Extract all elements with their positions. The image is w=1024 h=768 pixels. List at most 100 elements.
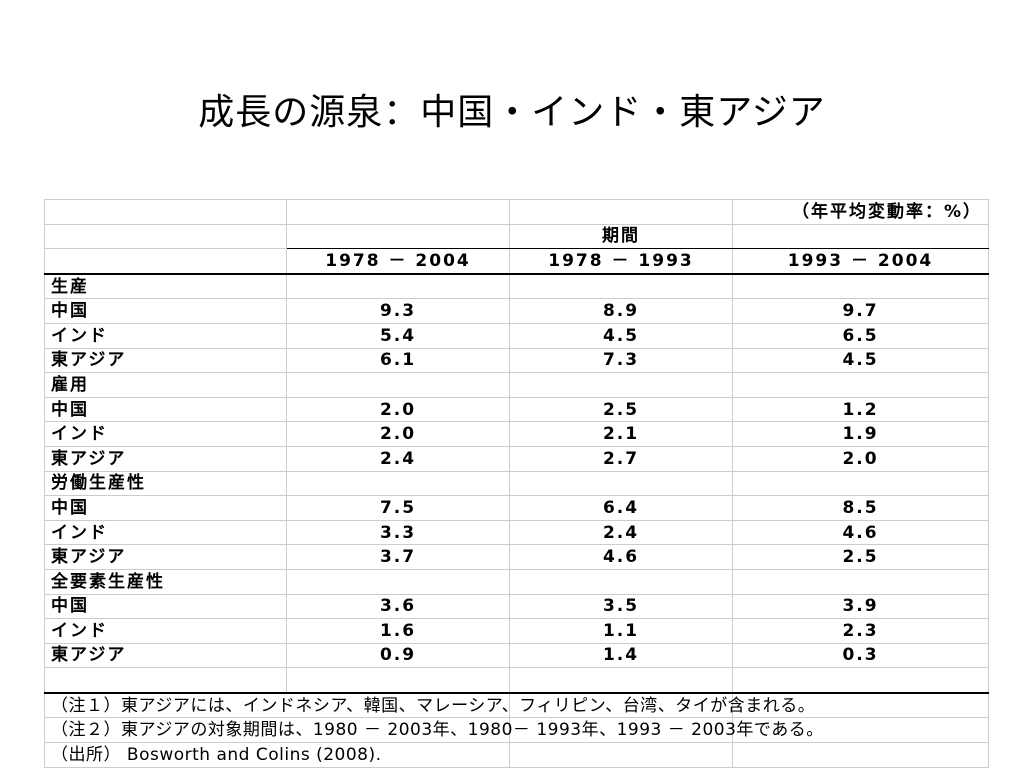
empty-cell	[286, 223, 510, 250]
row-label: インド	[44, 322, 287, 349]
value-cell: 1.2	[732, 396, 989, 423]
unit-label: （年平均変動率：%）	[732, 199, 989, 225]
empty-cell	[732, 742, 989, 768]
empty-cell	[44, 199, 287, 225]
empty-cell	[286, 568, 510, 595]
column-header-row: 1978 － 2004 1978 － 1993 1993 － 2004	[44, 248, 989, 275]
value-cell: 2.4	[286, 445, 510, 472]
table-row: 東アジア 0.9 1.4 0.3	[44, 642, 989, 669]
empty-cell	[509, 273, 733, 300]
value-cell: 3.3	[286, 519, 510, 546]
value-cell: 2.0	[286, 421, 510, 447]
empty-cell	[286, 273, 510, 300]
unit-row: （年平均変動率：%）	[44, 199, 989, 225]
empty-cell	[509, 568, 733, 595]
value-cell: 4.5	[732, 347, 989, 374]
value-cell: 2.4	[509, 519, 733, 546]
empty-cell	[732, 470, 989, 497]
column-header: 1978 － 1993	[509, 248, 733, 275]
period-row: 期間	[44, 223, 989, 250]
section-label: 生産	[44, 273, 287, 300]
row-label: 東アジア	[44, 445, 287, 472]
section-header-row: 雇用	[44, 372, 989, 398]
table-row: 中国 3.6 3.5 3.9	[44, 593, 989, 620]
table-row: インド 2.0 2.1 1.9	[44, 421, 989, 447]
row-label: 東アジア	[44, 544, 287, 570]
value-cell: 4.6	[732, 519, 989, 546]
empty-cell	[509, 692, 733, 719]
note-text: （注１）東アジアには、インドネシア、韓国、マレーシア、フィリピン、台湾、タイが含…	[44, 692, 815, 719]
value-cell: 6.5	[732, 322, 989, 349]
value-cell: 8.9	[509, 298, 733, 324]
value-cell: 7.3	[509, 347, 733, 374]
value-cell: 2.3	[732, 618, 989, 644]
note-text: （出所） Bosworth and Colins (2008).	[44, 742, 510, 768]
note-row: （注１）東アジアには、インドネシア、韓国、マレーシア、フィリピン、台湾、タイが含…	[44, 692, 989, 719]
empty-cell	[732, 273, 989, 300]
value-cell: 2.7	[509, 445, 733, 472]
value-cell: 2.1	[509, 421, 733, 447]
value-cell: 9.3	[286, 298, 510, 324]
period-label: 期間	[509, 223, 733, 250]
column-header: 1993 － 2004	[732, 248, 989, 275]
table-row: 中国 2.0 2.5 1.2	[44, 396, 989, 423]
empty-cell	[286, 667, 510, 694]
empty-cell	[509, 372, 733, 398]
value-cell: 1.9	[732, 421, 989, 447]
value-cell: 6.4	[509, 495, 733, 521]
value-cell: 0.9	[286, 642, 510, 669]
value-cell: 4.6	[509, 544, 733, 570]
value-cell: 2.5	[732, 544, 989, 570]
value-cell: 3.5	[509, 593, 733, 620]
table-row: 東アジア 2.4 2.7 2.0	[44, 445, 989, 472]
empty-cell	[732, 372, 989, 398]
empty-cell	[286, 372, 510, 398]
section-label: 労働生産性	[44, 470, 287, 497]
note-row: （出所） Bosworth and Colins (2008).	[44, 742, 989, 768]
value-cell: 2.0	[286, 396, 510, 423]
empty-cell	[44, 667, 287, 694]
table-row: 東アジア 6.1 7.3 4.5	[44, 347, 989, 374]
value-cell: 2.0	[732, 445, 989, 472]
table-row: 中国 9.3 8.9 9.7	[44, 298, 989, 324]
row-label: 中国	[44, 396, 287, 423]
value-cell: 6.1	[286, 347, 510, 374]
empty-cell	[732, 223, 989, 250]
empty-cell	[44, 223, 287, 250]
empty-cell	[286, 199, 510, 225]
value-cell: 1.4	[509, 642, 733, 669]
row-label: インド	[44, 618, 287, 644]
section-header-row: 全要素生産性	[44, 568, 989, 595]
note-text: （注２）東アジアの対象期間は、1980 － 2003年、1980－ 1993年、…	[44, 717, 823, 744]
value-cell: 5.4	[286, 322, 510, 349]
table-body: （年平均変動率：%） 期間 1978 － 2004 1978 － 1993 19…	[44, 199, 989, 768]
section-header-row: 労働生産性	[44, 470, 989, 497]
empty-cell	[509, 667, 733, 694]
value-cell: 0.3	[732, 642, 989, 669]
row-label: 東アジア	[44, 642, 287, 669]
section-label: 全要素生産性	[44, 568, 287, 595]
empty-cell	[509, 199, 733, 225]
value-cell: 1.1	[509, 618, 733, 644]
empty-cell	[732, 568, 989, 595]
table-row: インド 3.3 2.4 4.6	[44, 519, 989, 546]
value-cell: 3.9	[732, 593, 989, 620]
table-row: 中国 7.5 6.4 8.5	[44, 495, 989, 521]
table-row: 東アジア 3.7 4.6 2.5	[44, 544, 989, 570]
row-label: 中国	[44, 495, 287, 521]
note-row: （注２）東アジアの対象期間は、1980 － 2003年、1980－ 1993年、…	[44, 717, 989, 744]
empty-cell	[732, 692, 989, 719]
empty-cell	[509, 717, 733, 744]
value-cell: 4.5	[509, 322, 733, 349]
row-label: 中国	[44, 593, 287, 620]
empty-cell	[44, 248, 287, 275]
section-label: 雇用	[44, 372, 287, 398]
value-cell: 8.5	[732, 495, 989, 521]
empty-cell	[509, 470, 733, 497]
page-title: 成長の源泉：中国・インド・東アジア	[198, 92, 826, 133]
empty-cell	[286, 470, 510, 497]
empty-cell	[732, 667, 989, 694]
table-row: インド 5.4 4.5 6.5	[44, 322, 989, 349]
value-cell: 9.7	[732, 298, 989, 324]
table-row: インド 1.6 1.1 2.3	[44, 618, 989, 644]
